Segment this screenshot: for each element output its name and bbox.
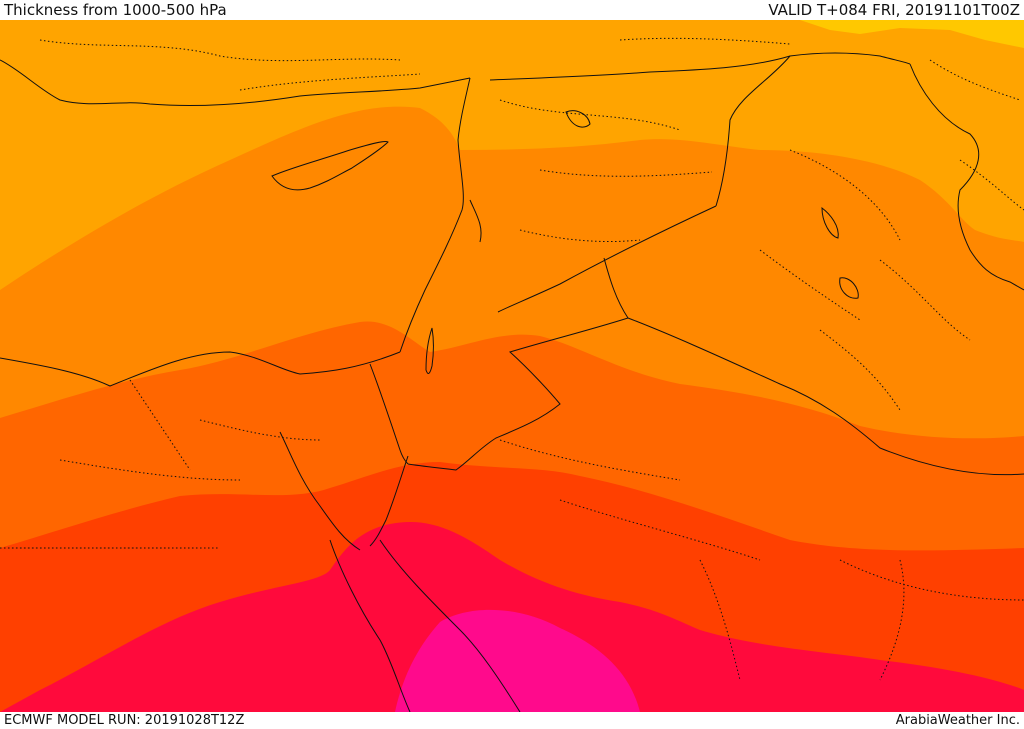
iraq-iran-border <box>909 63 1024 291</box>
valid-time: VALID T+084 FRI, 20191101T00Z <box>768 1 1020 19</box>
model-run: ECMWF MODEL RUN: 20191028T12Z <box>4 713 245 728</box>
iraq-saudi-border <box>627 317 1024 476</box>
syria-turkey-border <box>489 52 911 81</box>
footer-bar: ECMWF MODEL RUN: 20191028T12Z ArabiaWeat… <box>0 712 1024 729</box>
credit-text: ArabiaWeather Inc. <box>895 713 1020 728</box>
lebanon-syria-border <box>469 199 482 243</box>
band-yellow <box>800 20 1024 48</box>
egypt-israel-border <box>369 363 409 465</box>
syria-jordan-border <box>497 205 717 313</box>
levant-coastline <box>399 77 471 353</box>
syria-provinces <box>499 99 713 243</box>
turkey-coastline <box>0 59 471 107</box>
red-sea-east-coast <box>379 539 521 712</box>
lake-assad <box>565 110 591 128</box>
jordan-iraq-border <box>603 257 629 319</box>
dead-sea <box>425 327 434 374</box>
lake-habbaniyah <box>839 277 859 299</box>
jordan-saudi-border <box>407 317 629 471</box>
saudi-provinces <box>499 439 1024 681</box>
red-sea-west-coast <box>329 539 411 712</box>
iraq-provinces <box>759 149 971 411</box>
lake-tharthar <box>821 206 839 239</box>
map-title: Thickness from 1000-500 hPa <box>4 1 227 19</box>
band-magenta <box>395 609 640 712</box>
thickness-map[interactable] <box>0 20 1024 712</box>
gulf-of-aqaba <box>369 455 409 547</box>
cyprus-coastline <box>271 141 389 191</box>
syria-iraq-border <box>715 55 791 207</box>
egypt-coastline <box>0 351 401 387</box>
header-bar: Thickness from 1000-500 hPa VALID T+084 … <box>0 0 1024 20</box>
iran-provinces <box>929 59 1024 211</box>
turkey-provinces <box>39 37 791 91</box>
gulf-of-suez <box>279 431 361 551</box>
